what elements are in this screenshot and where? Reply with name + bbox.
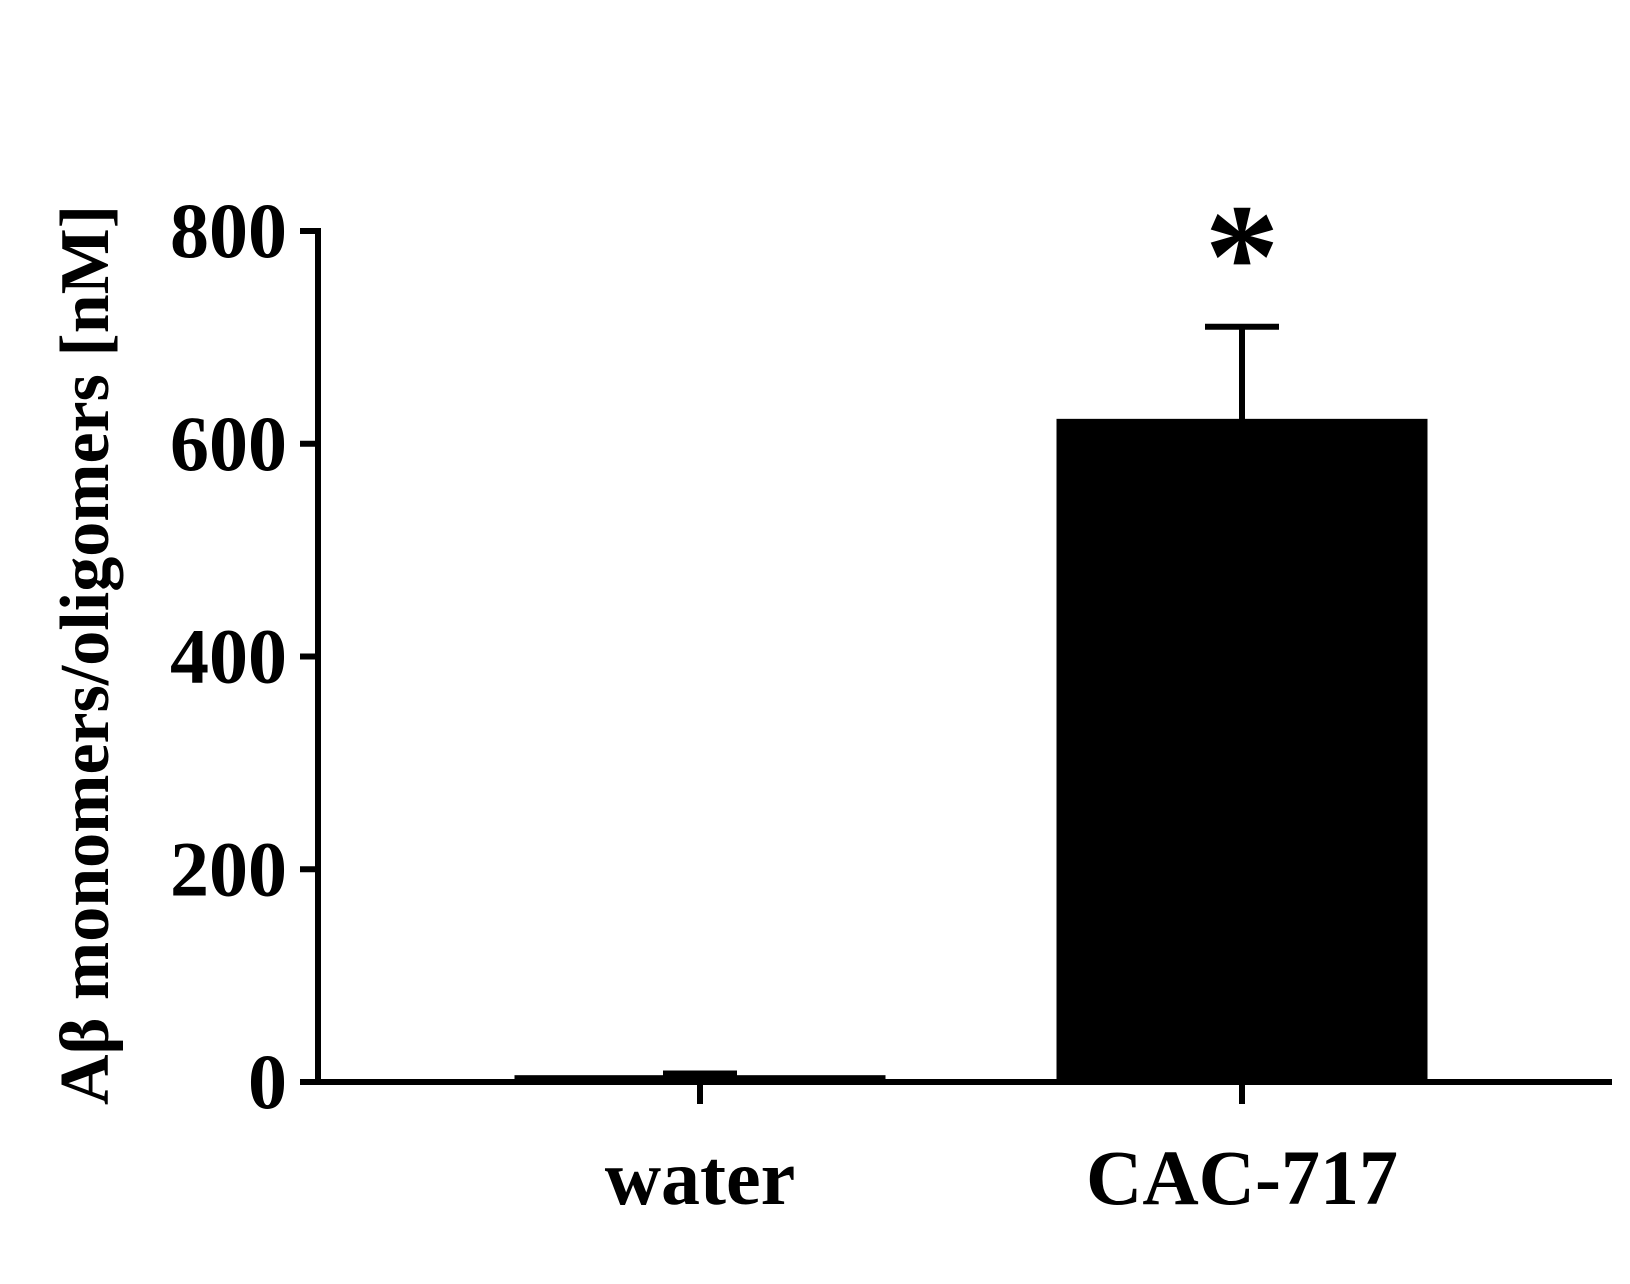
y-tick-label: 0	[248, 1038, 287, 1125]
bars-group	[514, 418, 1428, 1084]
significance-asterisk: *	[1205, 174, 1280, 340]
x-ticks-group: water CAC-717	[605, 1082, 1398, 1221]
error-bars-group	[663, 323, 1279, 1077]
y-tick-label: 600	[170, 400, 287, 487]
y-axis-label: Aβ monomers/oligomers [nM]	[47, 205, 124, 1105]
x-tick-label: water	[605, 1134, 796, 1221]
bar-cac-717	[1056, 418, 1428, 1084]
y-ticks-group: 0 200 400 600 800	[170, 187, 318, 1125]
x-tick-label: CAC-717	[1086, 1134, 1398, 1221]
y-tick-label: 200	[170, 825, 287, 912]
y-tick-label: 800	[170, 187, 287, 274]
significance-group: *	[1205, 174, 1280, 340]
y-tick-label: 400	[170, 613, 287, 700]
